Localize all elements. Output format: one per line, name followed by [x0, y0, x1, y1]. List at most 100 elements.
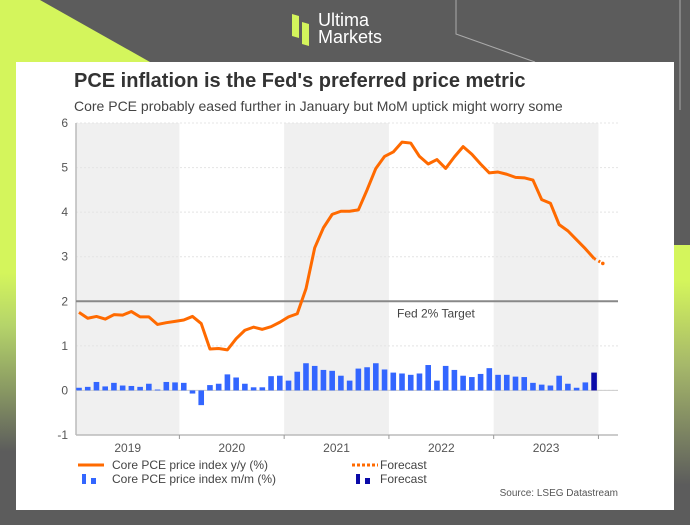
deco-line: [455, 0, 536, 63]
bar-mom: [390, 372, 397, 391]
legend-forecast-line-label: Forecast: [380, 458, 427, 472]
bar-mom: [250, 387, 257, 391]
bar-mom: [93, 381, 100, 391]
y-tick-label: 1: [61, 339, 68, 353]
bar-mom: [311, 365, 318, 391]
forecast-point: [601, 261, 605, 266]
bar-mom: [486, 368, 493, 391]
bar-mom: [364, 367, 370, 391]
bar-mom: [407, 374, 414, 391]
bar-mom: [512, 376, 519, 391]
bar-mom: [373, 363, 379, 391]
bar-mom: [76, 387, 82, 391]
legend-dotted-swatch: [352, 463, 378, 467]
bar-mom: [416, 373, 423, 391]
accent-triangle: [0, 0, 150, 62]
bar-mom: [425, 365, 431, 391]
bar-mom: [111, 382, 117, 391]
y-tick-label: 3: [61, 250, 68, 264]
bar-mom: [119, 385, 126, 391]
x-tick-label: 2019: [114, 441, 141, 455]
bar-mom: [521, 377, 528, 391]
bar-mom: [207, 385, 213, 391]
legend-forecast-bar-swatch: [356, 474, 370, 484]
bar-mom: [224, 374, 231, 391]
bar-mom: [102, 386, 108, 391]
background-accent-left: [0, 0, 16, 525]
chart-card: PCE inflation is the Fed's preferred pri…: [16, 62, 674, 510]
brand-name-line2: Markets: [318, 27, 383, 47]
bar-mom: [276, 375, 283, 391]
x-tick-label: 2023: [533, 441, 560, 455]
year-band: [76, 123, 180, 435]
year-band: [284, 123, 389, 435]
y-tick-label: 6: [61, 116, 68, 130]
legend-line: Core PCE price index y/y (%): [78, 458, 268, 472]
bar-mom: [146, 383, 152, 391]
bar-mom: [346, 380, 353, 391]
bar-mom: [259, 387, 266, 391]
bar-mom: [137, 386, 143, 391]
x-tick-label: 2021: [323, 441, 350, 455]
chart-title: PCE inflation is the Fed's preferred pri…: [74, 70, 526, 92]
target-line-label: Fed 2% Target: [397, 306, 475, 320]
bar-mom: [547, 385, 554, 391]
legend-line-label: Core PCE price index y/y (%): [112, 458, 269, 472]
y-tick-label: 5: [61, 161, 68, 175]
bar-mom: [320, 369, 327, 391]
legend-forecast-line: Forecast: [350, 458, 427, 472]
bar-mom: [442, 365, 449, 391]
bar-mom: [189, 390, 196, 394]
bar-mom: [582, 382, 589, 391]
bar-mom: [84, 386, 91, 391]
brand-name-line1: Ultima: [318, 10, 370, 30]
bar-mom: [538, 384, 545, 391]
bar-mom: [399, 373, 405, 391]
bar-mom: [268, 376, 274, 391]
bar-mom: [180, 382, 187, 391]
bar-mom: [285, 380, 292, 391]
source-note: Source: LSEG Datastream: [499, 488, 618, 499]
bar-mom: [530, 382, 536, 391]
background-accent-right: [674, 245, 690, 485]
bar-mom: [338, 375, 344, 391]
bar-mom: [215, 383, 222, 391]
chart-subtitle: Core PCE probably eased further in Janua…: [74, 98, 563, 114]
bar-mom: [163, 381, 170, 391]
y-tick-label: 4: [61, 205, 68, 219]
legend-forecast-bar: Forecast: [350, 472, 427, 486]
bar-mom: [233, 377, 239, 391]
bar-mom: [469, 377, 475, 391]
logo-mark-icon: [292, 14, 309, 46]
bar-mom: [329, 370, 335, 391]
brand-logo: Ultima Markets: [290, 10, 383, 47]
bar-mom: [565, 383, 571, 391]
bar-mom: [128, 385, 135, 391]
bar-mom: [242, 383, 248, 391]
bar-mom: [303, 363, 309, 391]
bar-mom: [495, 374, 501, 391]
bar-mom: [434, 380, 440, 391]
line-forecast: [593, 257, 604, 265]
chart-plot: -1 0 1 2 3 4 5 6 2019 2020 2021 2022 2023 Fed 2% Targ…: [57, 116, 618, 455]
bar-mom: [451, 369, 458, 391]
y-tick-label: -1: [57, 428, 68, 442]
legend-bar: Core PCE price index m/m (%): [78, 472, 276, 486]
legend-line-swatch: [78, 463, 104, 467]
legend-bar-label: Core PCE price index m/m (%): [112, 472, 277, 486]
bar-mom: [381, 369, 388, 391]
y-tick-label: 2: [61, 294, 68, 308]
legend-bar-swatch: [82, 474, 96, 484]
bar-mom: [503, 374, 510, 391]
bar-mom: [198, 390, 205, 406]
x-tick-label: 2022: [428, 441, 455, 455]
bar-mom: [556, 375, 562, 391]
bar-mom: [172, 382, 178, 391]
legend-forecast-bar-label: Forecast: [380, 472, 427, 486]
bar-mom: [154, 389, 161, 391]
bar-mom: [477, 373, 484, 391]
bar-forecast: [591, 372, 597, 391]
bar-mom: [460, 375, 466, 391]
bar-mom: [573, 387, 580, 391]
x-tick-label: 2020: [218, 441, 245, 455]
